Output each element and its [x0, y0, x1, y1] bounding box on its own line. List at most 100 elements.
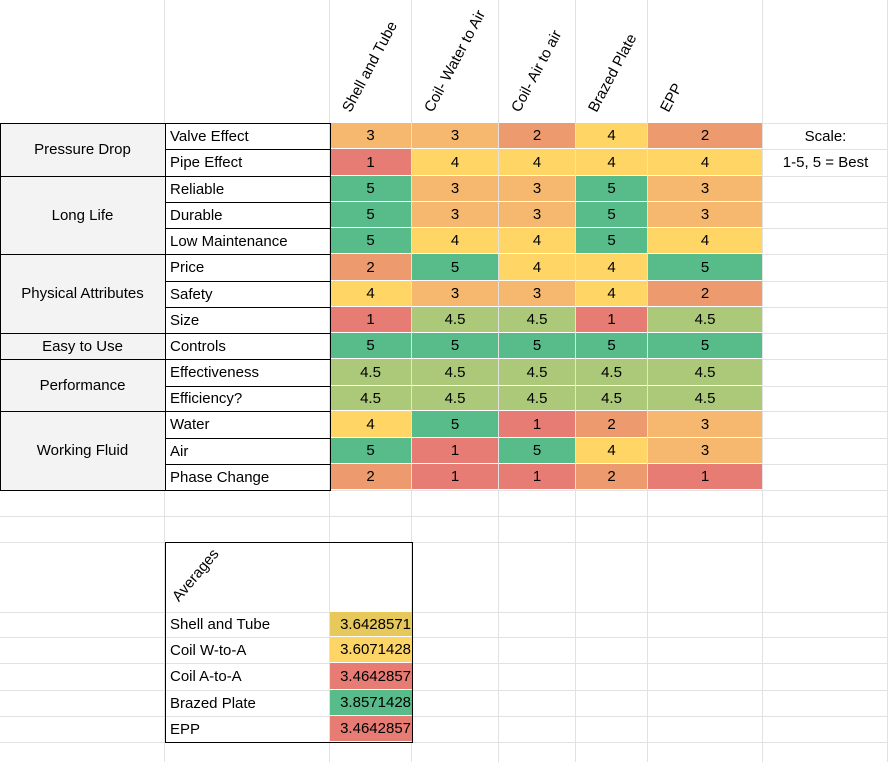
score-cell[interactable]: 3: [412, 202, 498, 227]
average-value[interactable]: 3.4642857: [330, 663, 412, 689]
score-cell[interactable]: 4.5: [576, 386, 647, 410]
score-cell[interactable]: 4: [499, 254, 575, 280]
criterion-label: Low Maintenance: [170, 232, 288, 250]
score-cell[interactable]: 2: [648, 281, 762, 306]
score-cell[interactable]: 5: [648, 254, 762, 280]
score-cell[interactable]: 5: [648, 333, 762, 358]
average-value[interactable]: 3.6428571: [330, 612, 412, 636]
group-divider: [0, 254, 330, 255]
score-cell[interactable]: 4.5: [648, 359, 762, 385]
average-label: Brazed Plate: [170, 694, 256, 712]
score-cell[interactable]: 2: [499, 123, 575, 148]
average-value[interactable]: 3.8571428: [330, 690, 412, 715]
gridline-horizontal: [0, 516, 888, 517]
average-label: EPP: [170, 720, 201, 738]
score-cell[interactable]: 4: [412, 228, 498, 253]
score-cell[interactable]: 4.5: [499, 386, 575, 410]
score-cell[interactable]: 1: [648, 464, 762, 489]
score-cell[interactable]: 2: [330, 254, 411, 280]
score-cell[interactable]: 3: [412, 176, 498, 201]
gridline-horizontal: [0, 637, 888, 638]
gridline-vertical: [329, 0, 330, 762]
score-cell[interactable]: 3: [648, 411, 762, 437]
column-header: Coil- Air to air: [507, 27, 566, 115]
score-cell[interactable]: 5: [412, 333, 498, 358]
score-cell[interactable]: 5: [576, 333, 647, 358]
score-cell[interactable]: 4.5: [412, 386, 498, 410]
score-cell[interactable]: 5: [330, 228, 411, 253]
score-cell[interactable]: 3: [412, 281, 498, 306]
score-cell[interactable]: 1: [330, 149, 411, 175]
score-cell[interactable]: 4: [412, 149, 498, 175]
score-cell[interactable]: 5: [412, 411, 498, 437]
average-value[interactable]: 3.6071428: [330, 637, 412, 662]
score-cell[interactable]: 5: [330, 202, 411, 227]
score-cell[interactable]: 5: [576, 202, 647, 227]
score-cell[interactable]: 5: [330, 438, 411, 463]
score-cell[interactable]: 4: [576, 438, 647, 463]
score-cell[interactable]: 2: [576, 464, 647, 489]
score-cell[interactable]: 4: [648, 149, 762, 175]
score-cell[interactable]: 1: [330, 307, 411, 332]
score-cell[interactable]: 4: [499, 149, 575, 175]
score-cell[interactable]: 2: [576, 411, 647, 437]
score-cell[interactable]: 4: [576, 281, 647, 306]
gridline-vertical: [498, 0, 499, 762]
score-cell[interactable]: 3: [648, 202, 762, 227]
row-divider: [165, 307, 330, 308]
score-cell[interactable]: 4: [648, 228, 762, 253]
score-cell[interactable]: 4.5: [576, 359, 647, 385]
score-cell[interactable]: 5: [330, 176, 411, 201]
score-cell[interactable]: 4.5: [499, 307, 575, 332]
criterion-label: Effectiveness: [170, 364, 259, 381]
score-cell[interactable]: 4.5: [648, 307, 762, 332]
criterion-label: Efficiency?: [170, 390, 243, 407]
score-cell[interactable]: 4.5: [648, 386, 762, 410]
score-cell[interactable]: 2: [330, 464, 411, 489]
group-label: Performance: [0, 359, 165, 411]
score-cell[interactable]: 4: [576, 149, 647, 175]
score-cell[interactable]: 4: [576, 254, 647, 280]
score-cell[interactable]: 1: [499, 464, 575, 489]
score-cell[interactable]: 5: [330, 333, 411, 358]
score-cell[interactable]: 5: [576, 228, 647, 253]
score-cell[interactable]: 4: [330, 281, 411, 306]
score-cell[interactable]: 1: [576, 307, 647, 332]
score-cell[interactable]: 4: [499, 228, 575, 253]
criterion-label: Price: [170, 259, 205, 276]
score-cell[interactable]: 3: [499, 281, 575, 306]
score-cell[interactable]: 1: [412, 438, 498, 463]
group-label: Easy to Use: [0, 333, 165, 359]
score-cell[interactable]: 3: [412, 123, 498, 148]
average-label: Shell and Tube: [170, 616, 271, 633]
score-cell[interactable]: 2: [648, 123, 762, 148]
score-cell[interactable]: 4.5: [412, 359, 498, 385]
gridline-vertical: [762, 0, 763, 762]
score-cell[interactable]: 4.5: [499, 359, 575, 385]
row-divider: [165, 464, 330, 465]
gridline-vertical: [647, 0, 648, 762]
row-divider: [165, 386, 330, 387]
score-cell[interactable]: 4.5: [330, 386, 411, 410]
score-cell[interactable]: 1: [412, 464, 498, 489]
column-header: Shell and Tube: [338, 18, 401, 115]
score-cell[interactable]: 4.5: [412, 307, 498, 332]
score-cell[interactable]: 4: [330, 411, 411, 437]
group-label: Pressure Drop: [0, 123, 165, 176]
score-cell[interactable]: 4.5: [330, 359, 411, 385]
score-cell[interactable]: 5: [499, 438, 575, 463]
score-cell[interactable]: 5: [576, 176, 647, 201]
score-cell[interactable]: 5: [499, 333, 575, 358]
score-cell[interactable]: 3: [330, 123, 411, 148]
score-cell[interactable]: 4: [576, 123, 647, 148]
score-cell[interactable]: 3: [648, 176, 762, 201]
score-cell[interactable]: 5: [412, 254, 498, 280]
score-cell[interactable]: 3: [499, 176, 575, 201]
score-cell[interactable]: 1: [499, 411, 575, 437]
gridline-horizontal: [0, 663, 888, 664]
score-cell[interactable]: 3: [648, 438, 762, 463]
criterion-label: Reliable: [170, 180, 225, 198]
average-value[interactable]: 3.4642857: [330, 716, 412, 741]
score-cell[interactable]: 3: [499, 202, 575, 227]
